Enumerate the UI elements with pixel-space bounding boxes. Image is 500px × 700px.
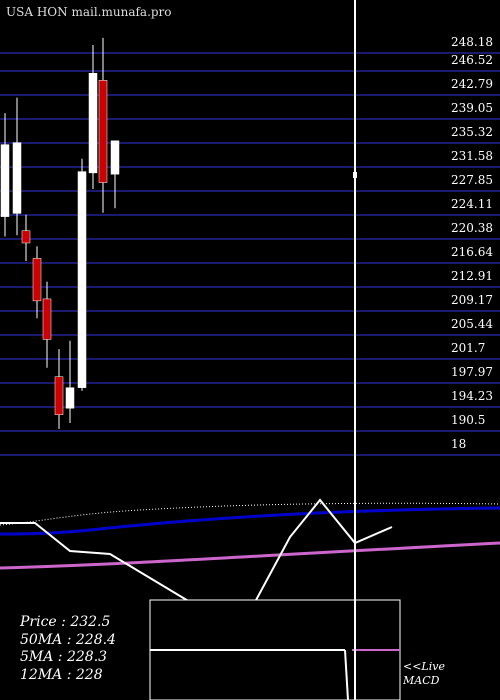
candle-bear — [98, 80, 108, 183]
y-tick-label: 190.5 — [451, 413, 485, 427]
ma5-stat: 5MA : 228.3 — [20, 649, 108, 665]
y-tick-label: 242.79 — [451, 77, 493, 91]
candle-bear — [21, 230, 31, 244]
y-tick-label: 227.85 — [451, 173, 493, 187]
ma-blue-line — [0, 506, 500, 536]
candle-bull — [12, 142, 22, 214]
y-tick-label: 194.23 — [451, 389, 493, 403]
ma12-stat: 12MA : 228 — [20, 666, 103, 683]
y-tick-label: 18 — [451, 437, 466, 451]
y-tick-label: 220.38 — [451, 221, 493, 235]
live-label[interactable]: <<Live — [403, 660, 445, 673]
candle-bear — [32, 258, 42, 302]
candle-bull — [88, 72, 98, 174]
chart-header: USA HON mail.munafa.pro — [6, 5, 172, 19]
ma-white-dotted-line — [0, 502, 500, 526]
chart-grid — [0, 52, 500, 456]
y-tick-label: 224.11 — [451, 197, 493, 211]
ma-magenta-line — [0, 541, 500, 570]
macd-label: MACD — [403, 674, 440, 687]
candlestick-series — [0, 37, 120, 429]
y-tick-label: 212.91 — [451, 269, 493, 283]
candle-bull — [0, 144, 10, 217]
ticker-label: USA HON — [6, 5, 68, 19]
y-tick-label: 231.58 — [451, 149, 493, 163]
y-tick-label: 205.44 — [451, 317, 493, 331]
macd-legend: <<Live MACD — [403, 660, 445, 688]
y-tick-label: 248.18 — [451, 35, 493, 49]
y-tick-label: 246.52 — [451, 53, 493, 67]
y-tick-label: 197.97 — [451, 365, 493, 379]
macd-signal-line — [344, 649, 349, 700]
y-axis-labels: 248.18 246.52 242.79 239.05 235.32 231.58 227.… — [451, 35, 493, 451]
y-tick-label: 239.05 — [451, 101, 493, 115]
site-label: mail.munafa.pro — [71, 5, 172, 19]
candle-bear — [54, 376, 64, 415]
y-tick-label: 235.32 — [451, 125, 493, 139]
stats-box: Price : 232.5 50MA : 228.4 5MA : 228.3 1… — [20, 614, 116, 684]
candle-bull — [65, 387, 75, 409]
candle-bear — [42, 298, 52, 340]
ma50-stat: 50MA : 228.4 — [20, 631, 116, 648]
y-tick-label: 201.7 — [451, 341, 485, 355]
price-stat: Price : 232.5 — [20, 614, 111, 630]
candle-bull — [110, 140, 120, 175]
y-tick-label: 216.64 — [451, 245, 493, 259]
y-tick-label: 209.17 — [451, 293, 493, 307]
candle-bull — [77, 171, 87, 388]
